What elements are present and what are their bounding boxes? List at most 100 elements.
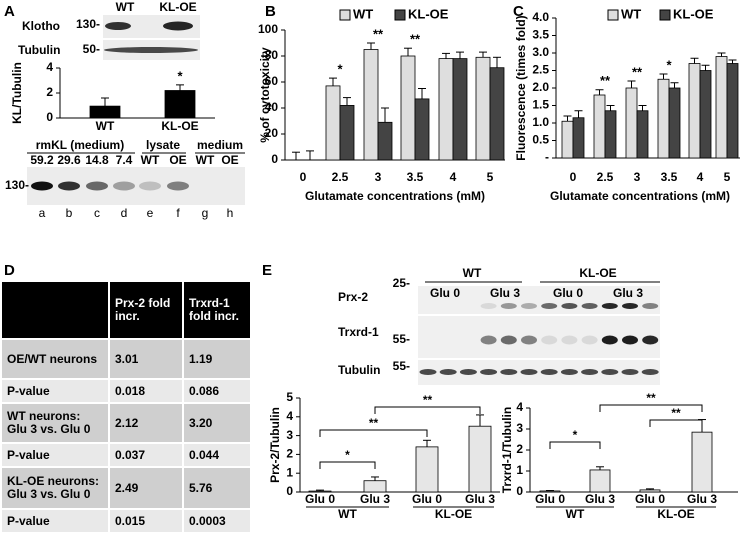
blot-band [500,335,517,345]
bar [639,489,661,493]
blot [418,360,660,385]
x-tick-label: 3.5 [407,170,424,184]
table-cell: P-value [0,508,110,534]
bar [89,105,121,119]
blot-band [105,22,131,30]
y-axis-label: KL/Tubulin [10,62,24,124]
bar [414,98,430,161]
x-tick-label: 3 [634,170,641,184]
blot-band [500,303,517,309]
stats-table: Prx-2 fold incr. Trxrd-1 fold incr. OE/WT… [0,280,252,534]
blot-band [541,303,558,309]
blot-row: Tubulin [18,43,60,57]
y-tick-label: 0 [46,110,53,124]
table-cell: 0.086 [182,378,252,404]
bar [438,58,454,161]
x-tick-label: 4 [697,170,704,184]
table-cell: OE/WT neurons [0,338,110,380]
table-cell: 3.01 [108,338,184,380]
lane-letter: a [39,206,46,220]
lane-amount: OE [221,153,238,167]
table-row: KL-OE neurons: Glu 3 vs. Glu 0 2.49 5.76 [0,466,252,510]
legend-swatch [607,9,619,21]
blot-band [521,303,537,309]
bar [604,110,617,159]
blot-band [621,369,639,375]
blot-band [113,181,135,191]
blot-band [622,303,638,309]
x-tick-label: Glu 3 [360,492,390,506]
table-cell: 3.20 [182,402,252,444]
blot-marker: 130- [76,17,100,31]
blot-band [560,369,578,375]
blot-band [58,181,80,191]
table-cell: 0.037 [108,442,184,468]
lane-letter: g [202,206,209,220]
bar [691,431,713,493]
y-tick-label: 0 [516,484,523,498]
blot-group: medium [197,138,243,152]
y-tick-label: 1 [286,465,293,479]
significance-bracket [649,419,703,427]
y-tick-label: 3 [516,421,523,435]
table-header: Prx-2 fold incr. [108,280,184,340]
legend-swatch [659,9,671,21]
legend-swatch [339,9,351,21]
y-tick-label: 1.0 [532,115,549,129]
y-tick-label: 3.5 [532,28,549,42]
x-tick-label: 5 [724,170,731,184]
y-tick-label: 4 [286,409,293,423]
bar [593,94,606,159]
blot-band [642,335,659,345]
significance-bracket [374,406,481,414]
bar [325,85,341,161]
blot-row: Prx-2 [338,290,368,304]
bar [699,70,712,159]
lane-letter: h [227,206,234,220]
bar [715,56,728,159]
blot [418,316,660,358]
x-tick-label: Glu 3 [687,492,717,506]
table-cell: 0.0003 [182,508,252,534]
blot-marker: 55- [393,359,410,373]
group-label: WT [338,507,357,521]
x-tick-label: 0 [300,170,307,184]
significance-bracket [549,441,601,449]
blot [103,15,200,38]
x-tick-label: Glu 0 [305,492,335,506]
significance: * [666,57,672,72]
group-label: WT [566,507,585,521]
blot-group: KL-OE [159,0,196,14]
table-cell: 2.12 [108,402,184,444]
blot-group: rmKL (medium) [36,138,124,152]
table-cell: 0.015 [108,508,184,534]
panel-label: D [4,262,15,279]
bar [625,87,638,159]
y-tick-label: 80 [265,48,279,62]
bar [657,78,670,159]
x-tick-label: 3.5 [661,170,678,184]
y-tick-label: - [545,150,549,164]
x-tick-label: Glu 3 [585,492,615,506]
lane-amount: 14.8 [85,153,109,167]
table-row: OE/WT neurons 3.01 1.19 [0,338,252,380]
x-tick-label: KL-OE [161,119,198,133]
blot-band [642,303,659,309]
y-tick-label: 1 [516,463,523,477]
legend-label: KL-OE [408,6,449,21]
blot-band [561,335,578,345]
x-axis-label: Glutamate concentrations (mM) [550,189,730,203]
blot-marker: 25- [393,276,410,290]
significance: ** [632,64,643,79]
lane-amount: 29.6 [57,153,81,167]
bar [572,117,585,159]
blot-band [31,181,53,191]
blot-band [459,369,477,375]
blot-row: Trxrd-1 [338,325,379,339]
bar [164,90,196,119]
blot-band [521,335,537,345]
significance: ** [423,393,433,407]
significance: ** [646,391,656,405]
x-tick-label: 2.5 [332,170,349,184]
table-cell: 1.19 [182,338,252,380]
